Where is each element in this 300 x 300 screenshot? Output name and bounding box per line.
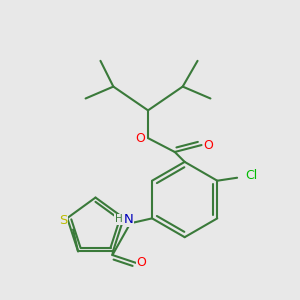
Text: S: S xyxy=(59,214,68,226)
Text: O: O xyxy=(135,132,145,145)
Text: O: O xyxy=(136,256,146,269)
Text: Cl: Cl xyxy=(245,169,257,182)
Text: N: N xyxy=(123,213,133,226)
Text: O: O xyxy=(203,139,213,152)
Text: H: H xyxy=(115,214,122,224)
